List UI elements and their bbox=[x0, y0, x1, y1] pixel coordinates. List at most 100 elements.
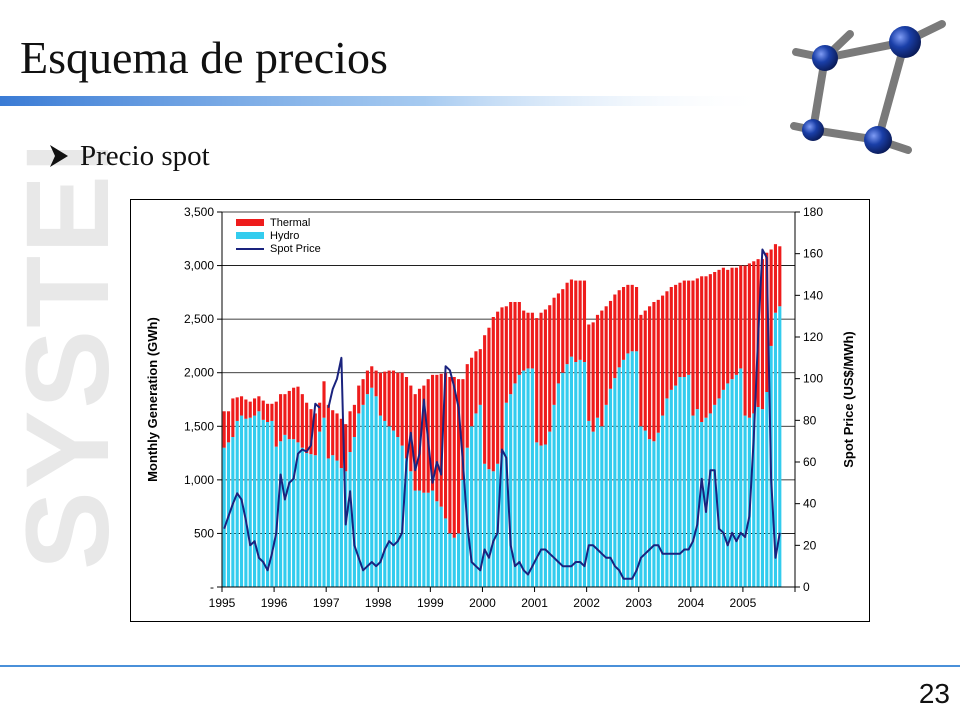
hydro-bar bbox=[643, 430, 647, 587]
hydro-bar bbox=[587, 420, 591, 587]
hydro-bar bbox=[695, 409, 699, 587]
thermal-bar bbox=[517, 302, 521, 375]
y2-tick-label: 20 bbox=[803, 538, 817, 552]
hydro-bar bbox=[448, 533, 452, 587]
x-tick-label: 2003 bbox=[625, 596, 652, 610]
thermal-bar bbox=[470, 357, 474, 427]
thermal-bar bbox=[387, 370, 391, 427]
thermal-bar bbox=[365, 370, 369, 395]
thermal-bar bbox=[400, 372, 404, 446]
thermal-bar bbox=[465, 364, 469, 448]
thermal-bar bbox=[292, 387, 296, 440]
thermal-bar bbox=[457, 379, 461, 534]
thermal-bar bbox=[335, 413, 339, 461]
hydro-bar bbox=[682, 377, 686, 587]
thermal-bar bbox=[652, 302, 656, 442]
hydro-bar bbox=[457, 533, 461, 587]
y2-tick-label: 140 bbox=[803, 288, 823, 302]
x-tick-label: 1995 bbox=[209, 596, 236, 610]
thermal-bar bbox=[543, 309, 547, 445]
thermal-bar bbox=[226, 411, 231, 443]
thermal-bar bbox=[383, 371, 387, 421]
thermal-bar bbox=[370, 366, 374, 388]
thermal-bar bbox=[279, 394, 283, 442]
hydro-bar bbox=[600, 426, 604, 587]
hydro-bar bbox=[383, 420, 387, 587]
hydro-bar bbox=[430, 490, 435, 587]
thermal-bar bbox=[630, 284, 634, 352]
hydro-bar bbox=[513, 383, 517, 587]
thermal-bar bbox=[487, 327, 491, 470]
thermal-bar bbox=[500, 307, 504, 454]
molecule-logo bbox=[790, 20, 946, 154]
y2-tick-label: 120 bbox=[803, 330, 823, 344]
thermal-bar bbox=[587, 324, 591, 421]
hydro-bar bbox=[296, 442, 300, 587]
thermal-bar bbox=[296, 386, 300, 443]
hydro-bar bbox=[252, 415, 257, 587]
hydro-bar bbox=[287, 439, 291, 587]
hydro-bar bbox=[231, 437, 235, 587]
thermal-bar bbox=[348, 411, 352, 452]
y2-tick-label: 60 bbox=[803, 455, 817, 469]
hydro-bar bbox=[305, 453, 309, 587]
hydro-bar bbox=[270, 420, 274, 587]
systep-watermark: SYSTEP bbox=[8, 150, 118, 570]
hydro-bar bbox=[500, 453, 504, 587]
hydro-bar bbox=[678, 377, 682, 587]
thermal-bar bbox=[526, 312, 530, 369]
thermal-bar bbox=[344, 424, 348, 472]
hydro-bar bbox=[439, 506, 443, 587]
thermal-bar bbox=[678, 282, 682, 377]
hydro-bar bbox=[760, 409, 765, 587]
hydro-bar bbox=[391, 430, 396, 587]
thermal-bar bbox=[339, 418, 343, 469]
hydro-bar bbox=[756, 407, 760, 587]
hydro-bar bbox=[691, 415, 695, 587]
thermal-bar bbox=[396, 372, 400, 437]
thermal-bar bbox=[539, 312, 543, 446]
thermal-bar bbox=[491, 317, 495, 472]
hydro-bar bbox=[487, 469, 491, 587]
thermal-bar bbox=[435, 374, 439, 502]
thermal-bar bbox=[608, 300, 613, 389]
hydro-bar bbox=[773, 312, 778, 587]
thermal-bar bbox=[409, 385, 413, 472]
hydro-bar bbox=[713, 404, 717, 587]
thermal-bar bbox=[483, 335, 487, 464]
thermal-bar bbox=[404, 377, 409, 459]
hydro-bar bbox=[539, 445, 543, 587]
x-tick-label: 2005 bbox=[730, 596, 757, 610]
thermal-bar bbox=[261, 400, 265, 420]
thermal-bar bbox=[591, 322, 595, 432]
y-tick-label: 500 bbox=[194, 526, 214, 540]
hydro-bar bbox=[535, 442, 539, 587]
thermal-bar bbox=[331, 410, 335, 456]
thermal-bar bbox=[595, 314, 600, 418]
hydro-bar bbox=[574, 362, 578, 587]
hydro-bar bbox=[604, 404, 608, 587]
y2-axis-title: Spot Price (US$/MWh) bbox=[841, 331, 856, 468]
thermal-bar bbox=[378, 372, 383, 416]
thermal-bar bbox=[621, 287, 626, 360]
hydro-bar bbox=[509, 394, 513, 587]
hydro-bar bbox=[734, 374, 738, 587]
thermal-bar bbox=[734, 267, 738, 375]
hydro-bar bbox=[704, 417, 708, 587]
thermal-bar bbox=[374, 370, 378, 397]
thermal-bar bbox=[287, 390, 291, 440]
hydro-bar bbox=[608, 388, 613, 587]
arrow-bullet-icon bbox=[50, 145, 68, 167]
hydro-bar bbox=[661, 415, 665, 587]
hydro-bar bbox=[665, 398, 669, 587]
hydro-bar bbox=[404, 458, 409, 587]
thermal-bar bbox=[270, 403, 274, 421]
thermal-bar bbox=[730, 267, 734, 380]
y2-tick-label: 160 bbox=[803, 247, 823, 261]
hydro-bar bbox=[578, 359, 582, 587]
thermal-bar bbox=[474, 351, 478, 414]
thermal-bar bbox=[248, 401, 252, 418]
hydro-bar bbox=[543, 444, 547, 587]
thermal-bar bbox=[361, 379, 365, 405]
thermal-bar bbox=[417, 388, 422, 491]
